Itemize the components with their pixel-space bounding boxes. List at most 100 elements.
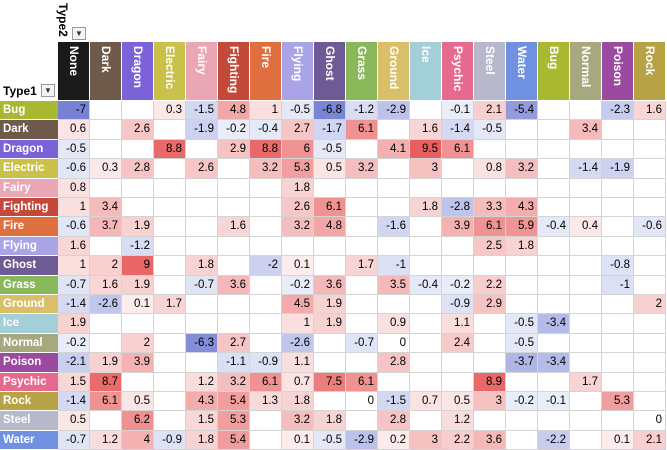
table-cell [538,372,570,392]
table-cell: 2.7 [282,120,314,140]
table-cell: 4.3 [506,198,538,218]
table-cell: 1.9 [314,295,346,315]
table-cell: 2.9 [474,295,506,315]
table-cell [506,256,538,276]
table-cell [538,256,570,276]
table-cell [90,178,122,198]
table-cell [474,411,506,431]
table-cell [442,159,474,179]
table-cell: 1.9 [122,217,154,237]
table-cell [154,275,186,295]
table-cell [410,101,442,121]
column-header-label: Steel [482,46,497,75]
table-cell [410,372,442,392]
column-header-label: Ice [418,46,433,63]
row-header-rock: Rock [0,392,58,412]
table-cell: -0.9 [250,353,282,373]
table-cell: -0.7 [186,275,218,295]
table-cell: 8.8 [154,139,186,160]
table-cell: -0.7 [58,275,90,295]
table-cell: -2 [250,256,282,276]
table-cell [378,372,410,392]
table-cell [346,314,378,334]
table-cell [250,217,282,237]
table-cell: 0.7 [410,392,442,412]
table-cell: 2.5 [474,236,506,257]
table-cell [634,392,666,412]
table-cell: -1.1 [218,353,250,373]
table-cell: 1 [282,314,314,334]
table-cell: -2.3 [602,101,634,121]
table-cell [538,159,570,179]
table-cell: 1.1 [282,353,314,373]
table-cell: 4.8 [314,217,346,237]
table-cell: 2.2 [442,430,474,450]
table-cell: -1.4 [58,392,90,412]
column-header-label: Psychic [450,46,465,92]
table-cell: -2.2 [538,430,570,450]
table-cell: 0.7 [282,372,314,392]
table-cell: 1.8 [186,256,218,276]
table-cell [602,217,634,237]
table-cell [506,411,538,431]
row-field-label[interactable]: Type1 [3,84,37,98]
table-cell [538,139,570,160]
column-header-label: Ground [386,46,401,90]
table-cell [154,372,186,392]
table-cell [602,236,634,257]
table-cell [218,236,250,257]
table-cell: 2.9 [218,139,250,160]
table-cell [186,178,218,198]
table-cell: 2.1 [474,101,506,121]
table-cell: -3.4 [538,314,570,334]
table-cell: 9.5 [410,139,442,160]
table-cell: 0.4 [570,217,602,237]
table-cell [282,236,314,257]
column-filter-button[interactable]: ▼ [72,27,86,40]
table-cell [634,139,666,160]
table-cell: 3.9 [122,353,154,373]
table-cell [570,275,602,295]
table-cell [346,353,378,373]
table-cell [506,275,538,295]
table-cell [602,295,634,315]
table-cell: -1.9 [602,159,634,179]
table-cell: 2.6 [186,159,218,179]
table-cell [346,275,378,295]
table-cell: 1.7 [346,256,378,276]
table-cell [410,236,442,257]
table-cell [538,198,570,218]
table-cell [602,372,634,392]
dropdown-arrow-icon: ▼ [75,29,83,38]
table-cell [250,295,282,315]
table-cell [90,314,122,334]
table-cell: 1.9 [122,275,154,295]
table-cell [602,411,634,431]
table-cell [410,314,442,334]
table-cell [442,178,474,198]
table-cell: -1 [378,256,410,276]
table-cell: 1.2 [442,411,474,431]
table-cell [474,333,506,354]
table-cell [506,372,538,392]
table-cell [538,275,570,295]
table-cell: 2.8 [378,411,410,431]
table-cell: 7.5 [314,372,346,392]
table-cell [154,178,186,198]
table-cell: 1.9 [58,314,90,334]
table-cell: 6.1 [474,217,506,237]
table-cell: -0.6 [634,217,666,237]
table-cell [410,333,442,354]
table-cell: 1.8 [186,430,218,450]
table-cell [122,178,154,198]
table-cell [570,392,602,412]
table-cell: -0.9 [154,430,186,450]
table-cell: 3.2 [218,372,250,392]
table-cell: 3.2 [282,411,314,431]
table-cell: 3 [410,159,442,179]
table-cell: -0.1 [442,101,474,121]
column-header-label: Fire [258,46,273,69]
table-cell: 4.5 [282,295,314,315]
dropdown-arrow-icon: ▼ [44,86,52,95]
row-filter-button[interactable]: ▼ [41,84,55,97]
